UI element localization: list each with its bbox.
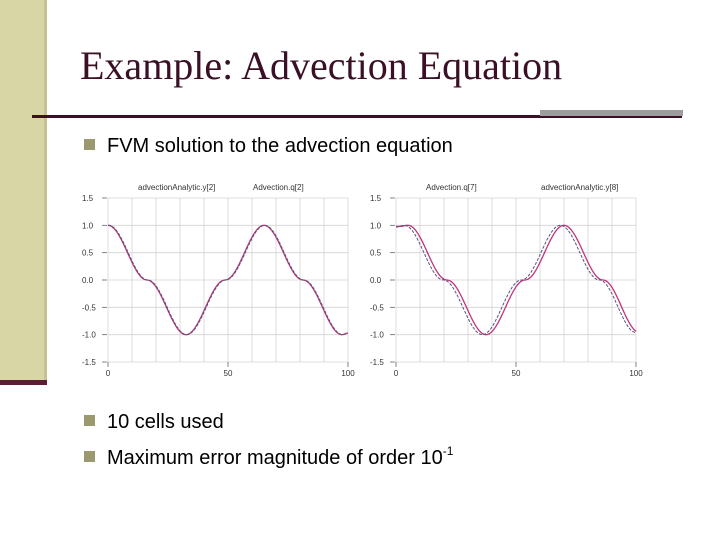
series-line <box>107 224 349 336</box>
x-tick-label: 100 <box>629 369 643 378</box>
series-line <box>395 224 637 336</box>
legend-entry: advectionAnalytic.y[2] <box>138 183 215 192</box>
y-tick-label: 1.0 <box>370 221 382 230</box>
legend-entry: Advection.q[7] <box>426 183 477 192</box>
bullet-square-icon <box>84 139 95 150</box>
y-tick-label: -1.0 <box>370 331 384 340</box>
plot-left: 1.5 1.0 0.5 0.0 -0.5 -1.0 -1.5 0 50 100 advectionA… <box>80 178 360 388</box>
plot-right: 1.5 1.0 0.5 0.0 -0.5 -1.0 -1.5 0 50 100 Advection.… <box>368 178 648 388</box>
bullet-text: Maximum error magnitude of order 10 <box>107 447 443 469</box>
bullet-text: 10 cells used <box>107 411 224 433</box>
title-rule <box>32 115 682 118</box>
bullet-square-icon <box>84 415 95 426</box>
y-tick-label: 1.5 <box>82 194 94 203</box>
y-tick-label: -1.0 <box>82 331 96 340</box>
x-tick-label: 50 <box>512 369 521 378</box>
x-tick-label: 0 <box>106 369 111 378</box>
x-tick-label: 100 <box>341 369 355 378</box>
y-tick-label: -1.5 <box>82 358 96 367</box>
y-tick-label: 1.0 <box>82 221 94 230</box>
decorative-side-bar-edge <box>44 0 47 385</box>
y-tick-label: 0.5 <box>370 249 382 258</box>
y-tick-label: -1.5 <box>370 358 384 367</box>
bullet-text: FVM solution to the advection equation <box>107 135 453 157</box>
x-tick-label: 0 <box>394 369 399 378</box>
plot-left-svg: 1.5 1.0 0.5 0.0 -0.5 -1.0 -1.5 0 50 100 advectionA… <box>82 183 355 378</box>
y-tick-label: 1.5 <box>370 194 382 203</box>
slide-title: Example: Advection Equation <box>80 43 563 88</box>
y-tick-label: 0.5 <box>82 249 94 258</box>
y-tick-label: 0.0 <box>82 276 94 285</box>
plot-right-svg: 1.5 1.0 0.5 0.0 -0.5 -1.0 -1.5 0 50 100 Advection.… <box>370 183 643 378</box>
decorative-side-bar <box>0 0 47 385</box>
decorative-side-bar-foot <box>0 380 47 385</box>
bullet-max-error: Maximum error magnitude of order 10-1 <box>84 445 453 469</box>
bullet-cells-used: 10 cells used <box>84 412 224 432</box>
x-tick-label: 50 <box>224 369 233 378</box>
bullet-superscript: -1 <box>442 444 454 458</box>
bullet-fvm-solution: FVM solution to the advection equation <box>84 136 453 156</box>
y-tick-label: -0.5 <box>370 303 384 312</box>
bullet-square-icon <box>84 451 95 462</box>
legend-entry: Advection.q[2] <box>253 183 304 192</box>
y-tick-label: -0.5 <box>82 303 96 312</box>
series-line <box>396 224 637 336</box>
title-rule-accent <box>540 110 683 116</box>
y-tick-label: 0.0 <box>370 276 382 285</box>
legend-entry: advectionAnalytic.y[8] <box>541 183 618 192</box>
